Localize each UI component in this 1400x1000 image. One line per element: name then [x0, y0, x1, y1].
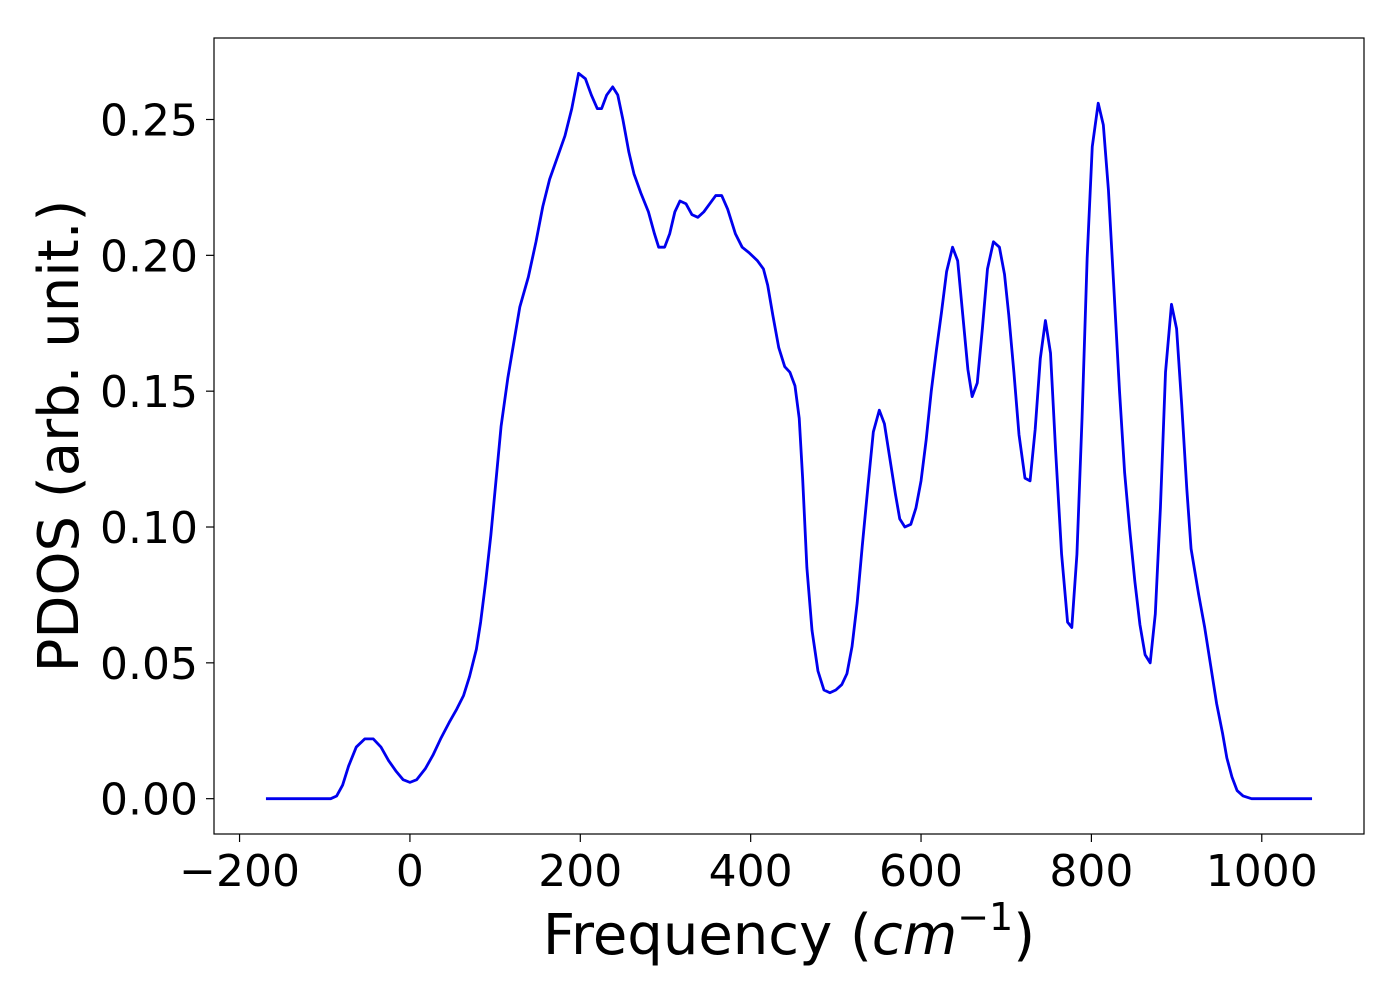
x-tick-label: 600 [879, 846, 963, 897]
x-tick-label: −200 [179, 846, 300, 897]
x-label-exponent: −1 [957, 895, 1013, 939]
y-tick-label: 0.15 [100, 367, 198, 418]
x-label-text: Frequency ( [543, 903, 872, 968]
y-tick-label: 0.10 [100, 503, 198, 554]
y-tick-label: 0.00 [100, 775, 198, 826]
x-tick-label: 0 [396, 846, 424, 897]
x-tick-label: 1000 [1206, 846, 1318, 897]
x-tick-label: 800 [1049, 846, 1133, 897]
x-tick-label: 200 [538, 846, 622, 897]
y-tick-label: 0.20 [100, 231, 198, 282]
x-label-unit: cm [872, 903, 957, 968]
x-label-close: ) [1013, 903, 1035, 968]
x-axis-label: Frequency (cm−1) [543, 895, 1035, 968]
y-tick-label: 0.25 [100, 96, 198, 147]
x-tick-label: 400 [709, 846, 793, 897]
plot-frame [213, 37, 1365, 835]
pdos-line [265, 71, 1313, 801]
y-tick-label: 0.05 [100, 639, 198, 690]
y-axis-label: PDOS (arb. unit.) [27, 200, 92, 673]
